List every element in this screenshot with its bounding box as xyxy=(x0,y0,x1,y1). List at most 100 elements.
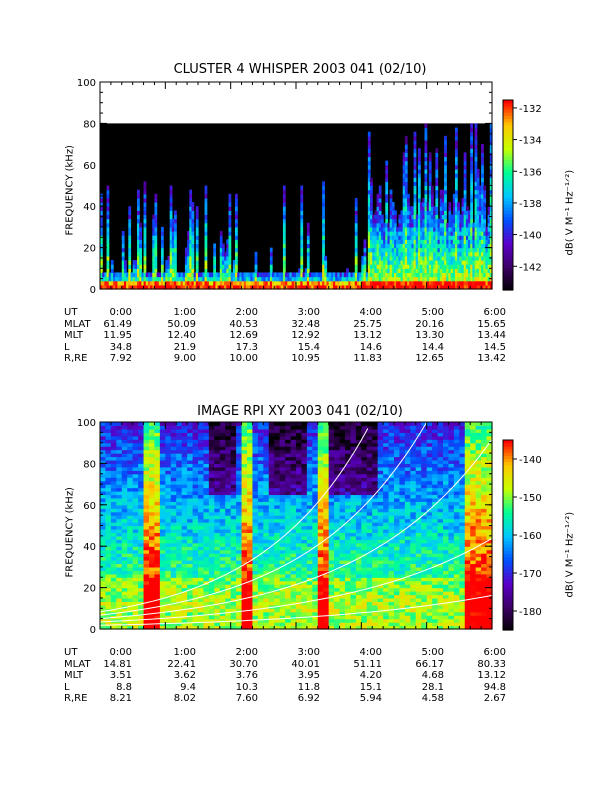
ephemeris-value: 1:00 xyxy=(173,307,196,318)
ephemeris-value: 4:00 xyxy=(359,307,382,318)
colorbar-step xyxy=(503,535,513,539)
ephemeris-value: 14.6 xyxy=(359,341,382,353)
colorbar-step xyxy=(503,500,513,504)
colorbar-step xyxy=(503,153,513,158)
ephemeris-label: L xyxy=(64,341,70,353)
colorbar-step xyxy=(503,283,513,288)
colorbar-step xyxy=(503,481,513,485)
ephemeris-value: 12.40 xyxy=(167,330,196,341)
y-tick-label: 60 xyxy=(83,501,96,512)
colorbar-step xyxy=(503,122,513,126)
ephemeris-value: 11.8 xyxy=(297,681,320,693)
colorbar-tick-label: -132 xyxy=(519,104,542,115)
ephemeris-value: 22.41 xyxy=(167,658,196,670)
colorbar-step xyxy=(503,182,513,187)
colorbar-step xyxy=(503,455,513,460)
ephemeris-value: 21.9 xyxy=(173,341,196,353)
colorbar-tick-label: -134 xyxy=(519,136,542,147)
ephemeris-value: 40.53 xyxy=(229,318,258,330)
ephemeris-value: 14.4 xyxy=(421,341,444,353)
colorbar-tick-label: -136 xyxy=(519,167,542,178)
colorbar-step xyxy=(503,560,513,565)
ephemeris-value: 6.92 xyxy=(297,693,320,704)
ephemeris-value: 14.5 xyxy=(483,341,506,353)
ephemeris-label: UT xyxy=(64,647,78,658)
colorbar-step xyxy=(503,582,513,587)
colorbar-step xyxy=(503,478,513,482)
ephemeris-value: 13.30 xyxy=(415,330,444,341)
colorbar-step xyxy=(503,233,513,237)
colorbar-step xyxy=(503,176,513,180)
spectrogram-cells xyxy=(100,422,493,630)
ephemeris-value: 13.12 xyxy=(353,330,382,341)
ephemeris-value: 80.33 xyxy=(477,658,506,670)
colorbar-step xyxy=(503,550,513,555)
panel2-ephemeris: UT 0:00 1:00 2:00 3:00 4:00 5:00 6:00 MLAT 14.81 2… xyxy=(64,647,514,707)
ephemeris-value: 3.51 xyxy=(109,670,132,681)
colorbar-step xyxy=(503,267,513,272)
ephemeris-label: MLAT xyxy=(64,658,91,670)
colorbar-step xyxy=(503,601,513,606)
ephemeris-value: 2:00 xyxy=(235,307,258,318)
panel2-colorbar-label: dB( V M⁻¹ Hz⁻¹ᐟ²) xyxy=(564,511,576,598)
colorbar-step xyxy=(503,112,513,117)
ephemeris-value: 0:00 xyxy=(109,307,132,318)
colorbar-step xyxy=(503,217,513,221)
colorbar-step xyxy=(503,198,513,202)
ephemeris-value: 32.48 xyxy=(291,318,320,330)
colorbar-step xyxy=(503,277,513,282)
colorbar-step xyxy=(503,544,513,549)
colorbar-step xyxy=(503,119,513,123)
colorbar-step xyxy=(503,531,513,536)
colorbar-step xyxy=(503,490,513,495)
ephemeris-value: 14.81 xyxy=(103,658,132,670)
ephemeris-label: L xyxy=(64,681,70,693)
ephemeris-value: 28.1 xyxy=(421,681,444,693)
colorbar-step xyxy=(503,579,513,584)
colorbar-step xyxy=(503,163,513,168)
colorbar-step xyxy=(503,245,513,250)
colorbar-step xyxy=(503,207,513,212)
y-tick-label: 100 xyxy=(77,418,96,429)
overlay-curve xyxy=(99,439,493,620)
ephemeris-value: 7.92 xyxy=(109,353,132,364)
panel2-title: IMAGE RPI XY 2003 041 (02/10) xyxy=(197,404,403,419)
panel1-title: CLUSTER 4 WHISPER 2003 041 (02/10) xyxy=(173,62,427,77)
ephemeris-value: 3.95 xyxy=(297,670,320,681)
colorbar-step xyxy=(503,169,513,174)
ephemeris-value: 5.94 xyxy=(359,693,382,704)
ephemeris-value: 8.21 xyxy=(109,693,132,704)
colorbar-step xyxy=(503,242,513,247)
ephemeris-value: 10.95 xyxy=(291,353,320,364)
colorbar-step xyxy=(503,522,513,527)
ephemeris-value: 13.44 xyxy=(477,330,506,341)
colorbar-step xyxy=(503,160,513,164)
colorbar-step xyxy=(503,557,513,561)
colorbar-step xyxy=(503,128,513,133)
y-tick-label: 0 xyxy=(90,285,96,296)
colorbar-step xyxy=(503,604,513,609)
overlay-curve xyxy=(99,421,428,616)
colorbar-step xyxy=(503,493,513,498)
ephemeris-label: R,RE xyxy=(64,353,88,364)
colorbar-step xyxy=(503,512,513,517)
colorbar-tick-label: -150 xyxy=(519,493,542,504)
colorbar-step xyxy=(503,569,513,574)
colorbar-step xyxy=(503,220,513,225)
colorbar-step xyxy=(503,109,513,114)
colorbar-step xyxy=(503,509,513,514)
spectrogram-cells xyxy=(100,123,493,290)
colorbar-step xyxy=(503,626,513,631)
colorbar-step xyxy=(503,566,513,571)
colorbar-step xyxy=(503,541,513,546)
colorbar-step xyxy=(503,487,513,492)
ephemeris-value: 6:00 xyxy=(483,647,506,658)
colorbar-step xyxy=(503,226,513,231)
y-tick-label: 0 xyxy=(90,625,96,636)
colorbar-step xyxy=(503,204,513,209)
colorbar-step xyxy=(503,607,513,612)
colorbar-step xyxy=(503,474,513,479)
colorbar-step xyxy=(503,525,513,530)
